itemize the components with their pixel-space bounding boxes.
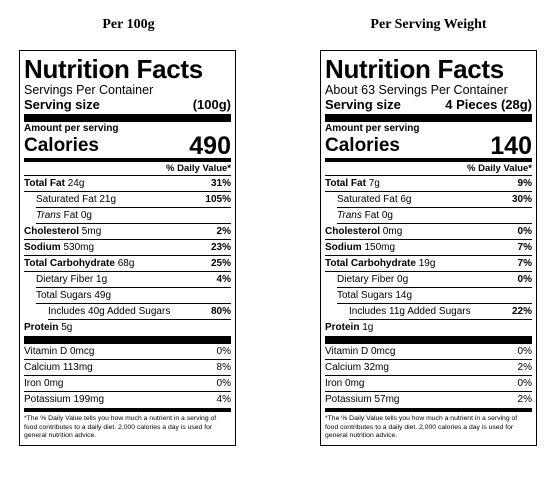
divider-medium <box>24 158 231 162</box>
calories-label: Calories <box>24 135 99 156</box>
vitamin-row-iron: Iron 0mg 0% <box>325 376 532 392</box>
nutrient-row-total-sugars: Total Sugars 49g <box>36 288 231 304</box>
nutrient-row-cholesterol: Cholesterol 0mg 0% <box>325 224 532 240</box>
nutrient-row-total-fat: Total Fat 24g 31% <box>24 176 231 192</box>
nutrient-row-trans-fat: Trans Fat 0g <box>337 208 532 224</box>
calories-value: 140 <box>490 132 532 160</box>
nutrient-row-protein: Protein 5g <box>24 322 73 333</box>
servings-per-container: Servings Per Container <box>24 83 154 97</box>
serving-size-value: (100g) <box>192 97 231 112</box>
vitamin-row-vitamin-d: Vitamin D 0mcg 0% <box>325 344 532 360</box>
nutrition-label-per-serving: Nutrition Facts About 63 Servings Per Co… <box>320 50 537 446</box>
calories-label: Calories <box>325 135 400 156</box>
label-title: Nutrition Facts <box>24 54 203 84</box>
vitamin-row-potassium: Potassium 57mg 2% <box>325 394 532 405</box>
divider-thick <box>24 114 231 122</box>
amount-per-serving: Amount per serving <box>325 123 420 134</box>
nutrient-row-sodium: Sodium 530mg 23% <box>24 240 231 256</box>
nutrient-row-trans-fat: Trans Fat 0g <box>36 208 231 224</box>
vitamin-row-iron: Iron 0mg 0% <box>24 376 231 392</box>
amount-per-serving: Amount per serving <box>24 123 119 134</box>
serving-size-label: Serving size <box>325 97 401 112</box>
divider-thick <box>325 336 532 344</box>
nutrient-row-dietary-fiber: Dietary Fiber 1g 4% <box>36 272 231 288</box>
heading-per-serving: Per Serving Weight <box>370 17 487 32</box>
nutrient-row-added-sugars: Includes 11g Added Sugars 22% <box>349 304 532 320</box>
footnote: *The % Daily Value tells you how much a … <box>24 415 217 439</box>
divider-medium <box>24 408 231 412</box>
serving-size-value: 4 Pieces (28g) <box>445 97 532 112</box>
nutrient-row-sodium: Sodium 150mg 7% <box>325 240 532 256</box>
divider-thick <box>325 114 532 122</box>
calories-row: Calories 140 <box>325 132 532 160</box>
nutrient-row-total-fat: Total Fat 7g 9% <box>325 176 532 192</box>
vitamin-row-calcium: Calcium 32mg 2% <box>325 360 532 376</box>
vitamin-row-vitamin-d: Vitamin D 0mcg 0% <box>24 344 231 360</box>
nutrition-label-per-100g: Nutrition Facts Servings Per Container S… <box>19 50 236 446</box>
serving-size-row: Serving size 4 Pieces (28g) <box>325 97 532 112</box>
footnote: *The % Daily Value tells you how much a … <box>325 415 518 439</box>
nutrient-row-total-carbohydrate: Total Carbohydrate 68g 25% <box>24 256 231 272</box>
nutrient-row-dietary-fiber: Dietary Fiber 0g 0% <box>337 272 532 288</box>
nutrient-row-saturated-fat: Saturated Fat 6g 30% <box>337 192 532 208</box>
divider-medium <box>325 408 532 412</box>
divider-medium <box>325 158 532 162</box>
label-title: Nutrition Facts <box>325 54 504 84</box>
divider-thick <box>24 336 231 344</box>
nutrient-row-cholesterol: Cholesterol 5mg 2% <box>24 224 231 240</box>
heading-per-100g: Per 100g <box>102 17 155 32</box>
serving-size-row: Serving size (100g) <box>24 97 231 112</box>
nutrient-row-protein: Protein 1g <box>325 322 374 333</box>
servings-per-container: About 63 Servings Per Container <box>325 83 508 97</box>
daily-value-header: % Daily Value* <box>24 162 231 176</box>
calories-value: 490 <box>189 132 231 160</box>
calories-row: Calories 490 <box>24 132 231 160</box>
nutrient-row-total-carbohydrate: Total Carbohydrate 19g 7% <box>325 256 532 272</box>
daily-value-header: % Daily Value* <box>325 162 532 176</box>
nutrient-row-saturated-fat: Saturated Fat 21g 105% <box>36 192 231 208</box>
vitamin-row-potassium: Potassium 199mg 4% <box>24 394 231 405</box>
nutrient-row-added-sugars: Includes 40g Added Sugars 80% <box>48 304 231 320</box>
vitamin-row-calcium: Calcium 113mg 8% <box>24 360 231 376</box>
serving-size-label: Serving size <box>24 97 100 112</box>
nutrient-row-total-sugars: Total Sugars 14g <box>337 288 532 304</box>
